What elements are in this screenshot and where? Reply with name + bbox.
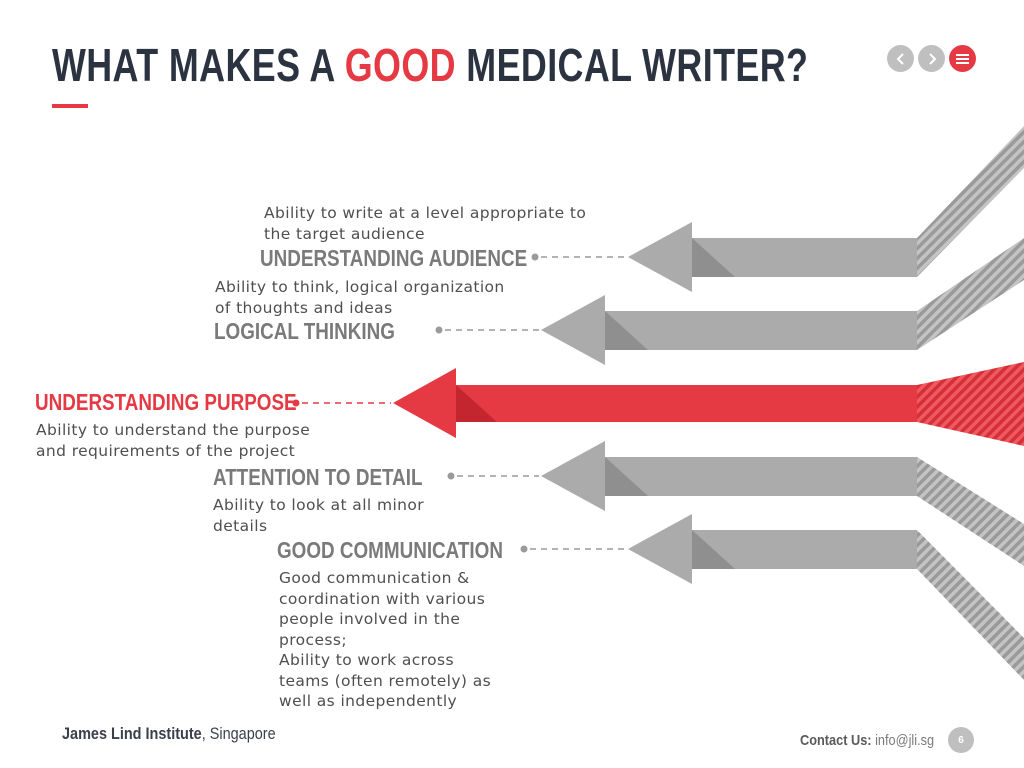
connector-4 xyxy=(447,472,539,480)
page-number: 6 xyxy=(948,727,974,753)
arrow-4 xyxy=(541,441,917,511)
arrow-3-tail xyxy=(917,362,1024,446)
item-description: Ability to think, logical organization o… xyxy=(215,278,505,317)
arrow-1-tail xyxy=(917,126,1024,277)
arrow-5 xyxy=(628,514,917,584)
arrow-2 xyxy=(541,295,917,365)
arrow-2-tail xyxy=(917,238,1024,350)
arrow-1 xyxy=(628,222,917,292)
title-part-1: WHAT MAKES A xyxy=(52,39,345,91)
item-description: Ability to look at all minor details xyxy=(213,496,425,535)
item-heading: GOOD COMMUNICATION xyxy=(277,537,503,563)
menu-icon xyxy=(956,54,969,64)
next-slide-button[interactable] xyxy=(918,45,945,72)
contact-email[interactable]: info@jli.sg xyxy=(871,732,935,749)
item-heading: LOGICAL THINKING xyxy=(214,318,395,344)
menu-button[interactable] xyxy=(949,45,976,72)
item-description: Ability to write at a level appropriate … xyxy=(264,204,587,243)
item-heading: ATTENTION TO DETAIL xyxy=(213,464,423,490)
item-description: Good communication & coordination with v… xyxy=(279,569,492,710)
footer-organization: James Lind Institute, Singapore xyxy=(62,724,276,743)
footer-contact: Contact Us: info@jli.sg xyxy=(800,732,935,749)
item-heading-highlighted: UNDERSTANDING PURPOSE xyxy=(35,389,297,415)
connector-5 xyxy=(520,545,626,553)
arrow-5-tail xyxy=(917,530,1024,680)
prev-slide-button[interactable] xyxy=(887,45,914,72)
item-description: Ability to understand the purpose and re… xyxy=(36,421,311,460)
connector-3 xyxy=(292,399,391,407)
chevron-right-icon xyxy=(928,52,936,65)
item-heading: UNDERSTANDING AUDIENCE xyxy=(260,245,528,271)
arrow-4-tail xyxy=(917,457,1024,566)
title-underline xyxy=(52,104,88,108)
title-part-2: MEDICAL WRITER? xyxy=(455,39,809,91)
arrow-3 xyxy=(393,368,917,438)
title-highlight: GOOD xyxy=(344,39,456,91)
chevron-left-icon xyxy=(896,52,904,65)
connector-1 xyxy=(531,253,626,261)
page-title: WHAT MAKES A GOOD MEDICAL WRITER? xyxy=(52,38,808,92)
connector-2 xyxy=(435,326,539,334)
